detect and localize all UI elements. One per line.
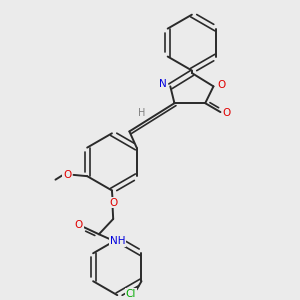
Text: H: H bbox=[138, 109, 146, 118]
Text: O: O bbox=[217, 80, 226, 90]
Text: NH: NH bbox=[110, 236, 125, 246]
Text: O: O bbox=[223, 108, 231, 118]
Text: O: O bbox=[63, 169, 71, 180]
Text: Cl: Cl bbox=[126, 289, 136, 299]
Text: O: O bbox=[74, 220, 83, 230]
Text: O: O bbox=[109, 197, 117, 208]
Text: N: N bbox=[160, 80, 167, 89]
